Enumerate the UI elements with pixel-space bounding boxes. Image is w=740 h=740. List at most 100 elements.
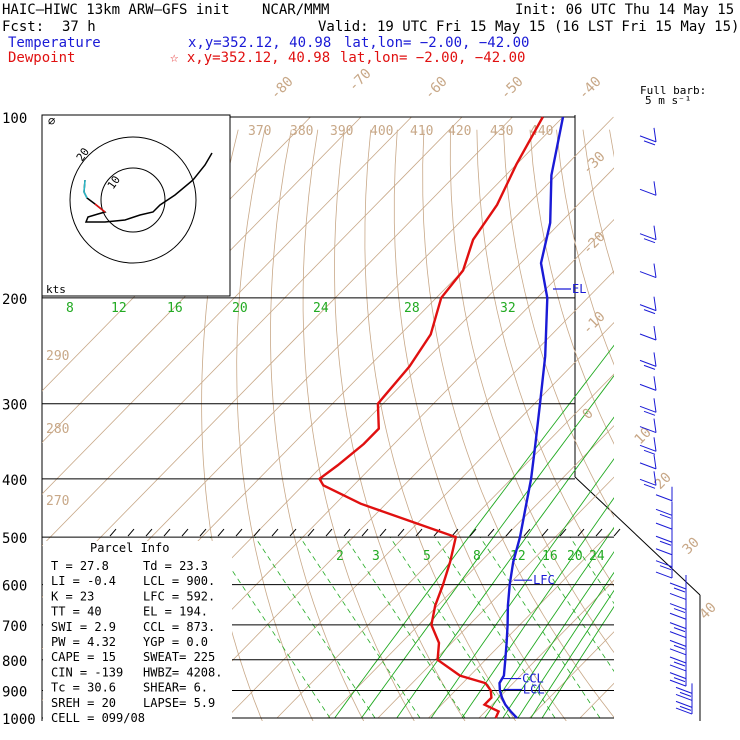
mixing-ratio-top-label: 28 <box>404 301 420 316</box>
dry-adiabat-line <box>449 129 614 654</box>
theta-label: 410 <box>410 124 433 139</box>
level-label-ccl: CCL <box>522 672 544 686</box>
wind-barb-flag <box>639 405 657 413</box>
mixing-ratio-top-label: 24 <box>313 301 329 316</box>
isobar-500-tick <box>577 528 585 537</box>
wind-barb-flag <box>655 522 673 530</box>
wind-barb-staff <box>653 127 657 142</box>
dry-adiabat-line <box>334 129 466 721</box>
isotherm-line <box>428 528 614 719</box>
wind-barb-flag <box>675 700 693 708</box>
theta-label: 400 <box>370 124 393 139</box>
temperature-xy: x,y=352.12, 40.98 <box>188 35 331 51</box>
isotherm-line <box>175 270 614 719</box>
isobar-500-tick <box>163 528 171 537</box>
isobar-500-tick <box>217 528 225 537</box>
moist-adiabat-line <box>299 536 421 719</box>
wind-barb-staff <box>653 325 657 341</box>
temperature-legend: Temperature <box>8 35 101 51</box>
wind-barb-staff <box>653 296 657 311</box>
isobar-500-tick <box>235 528 243 537</box>
wind-barb-flag <box>669 631 687 639</box>
wind-barb-flag <box>639 333 657 341</box>
wind-barb-flag <box>643 309 656 315</box>
wind-barb-flag <box>639 383 657 391</box>
isotherm-line <box>478 579 614 719</box>
parcel-row-left: LI = -0.4 <box>51 574 116 588</box>
wind-barb-flag <box>669 656 687 664</box>
mixing-ratio-top-label: 12 <box>111 301 127 316</box>
isotherm-label: -20 <box>580 229 609 258</box>
valid-label: Valid: 19 UTC Fri 15 May 15 (16 LST Fri … <box>318 19 739 35</box>
wind-barb-flag <box>643 238 656 244</box>
parcel-row-right: SWEAT= 225 <box>143 650 215 664</box>
theta-label: 370 <box>248 124 271 139</box>
mixing-ratio-top-label: 16 <box>167 301 183 316</box>
dry-adiabat-line <box>609 129 614 158</box>
wind-barb-flag <box>659 513 672 519</box>
isobar-500-tick <box>397 528 405 537</box>
parcel-row-left: K = 23 <box>51 589 94 603</box>
temperature-latlon: lat,lon= −2.00, −42.00 <box>344 35 529 51</box>
wind-barb-flag <box>669 672 687 680</box>
moist-adiabat-line <box>344 536 466 719</box>
theta-side-label: 270 <box>46 494 69 509</box>
wind-barb-flag <box>639 135 657 143</box>
barb-legend-title: Full barb: <box>640 84 706 97</box>
wind-barb-staff <box>653 471 657 486</box>
isotherm-label: -80 <box>268 74 297 103</box>
wind-barb-flag <box>655 508 673 516</box>
pressure-label-100: 100 <box>2 111 27 127</box>
mixing-ratio-bottom-label: 16 <box>542 549 558 564</box>
theta-side-label: 290 <box>46 349 69 364</box>
wind-barb-flag <box>639 359 657 367</box>
wind-barb-flag <box>639 233 657 241</box>
wind-barb-staff <box>653 225 657 240</box>
mixing-ratio-line <box>517 571 614 719</box>
dry-adiabat-line <box>529 129 614 445</box>
isobar-500-tick <box>199 528 207 537</box>
isobar-500-tick <box>595 528 603 537</box>
theta-label: 390 <box>330 124 353 139</box>
isotherm-label: 0 <box>580 406 597 423</box>
moist-adiabat-line <box>524 536 614 672</box>
wind-barb-flag <box>669 603 687 611</box>
dewpoint-xy: ☆ x,y=352.12, 40.98 <box>170 50 330 66</box>
hodograph-ring-label-20: 20 <box>74 145 92 163</box>
mixing-ratio-bottom-label: 20 <box>567 549 583 564</box>
parcel-row-left: CELL = 099/08 <box>51 711 145 725</box>
wind-barb-flag <box>669 679 687 687</box>
dry-adiabat-line <box>270 129 365 721</box>
wind-barb-flag <box>669 592 687 600</box>
dry-adiabat-line <box>582 129 614 276</box>
isotherm-label: -30 <box>580 149 609 178</box>
pressure-label-700: 700 <box>2 619 27 635</box>
dewpoint-legend: Dewpoint <box>8 50 75 66</box>
pressure-label-900: 900 <box>2 684 27 700</box>
mixing-ratio-bottom-label: 24 <box>589 549 605 564</box>
dry-adiabat-line <box>236 129 314 721</box>
parcel-row-left: SREH = 20 <box>51 696 116 710</box>
wind-barb-flag <box>673 608 686 614</box>
isobar-500-tick <box>415 528 423 537</box>
dewpoint-latlon: lat,lon= −2.00, −42.00 <box>340 50 525 66</box>
dry-adiabat-line <box>503 129 614 518</box>
isobar-500-tick <box>361 528 369 537</box>
wind-barb-flag <box>675 693 693 701</box>
isobar-500-tick <box>559 528 567 537</box>
hodograph-trace-low <box>83 179 88 199</box>
hodograph-ring-inner <box>100 167 166 233</box>
parcel-row-left: SWI = 2.9 <box>51 620 116 634</box>
wind-barb-staff <box>653 263 657 278</box>
pressure-label-800: 800 <box>2 654 27 670</box>
parcel-row-right: HWBZ= 4208. <box>143 665 222 679</box>
wind-barb-flag <box>643 364 656 370</box>
hodograph: 20 10 kts <box>41 114 231 297</box>
parcel-row-right: LAPSE= 5.9 <box>143 696 215 710</box>
wind-barb-staff <box>653 398 657 413</box>
parcel-row-left: CIN = -139 <box>51 665 123 679</box>
isotherm-line <box>327 425 614 719</box>
mixing-ratio-line <box>502 551 614 719</box>
wind-barb-flag <box>669 664 687 672</box>
